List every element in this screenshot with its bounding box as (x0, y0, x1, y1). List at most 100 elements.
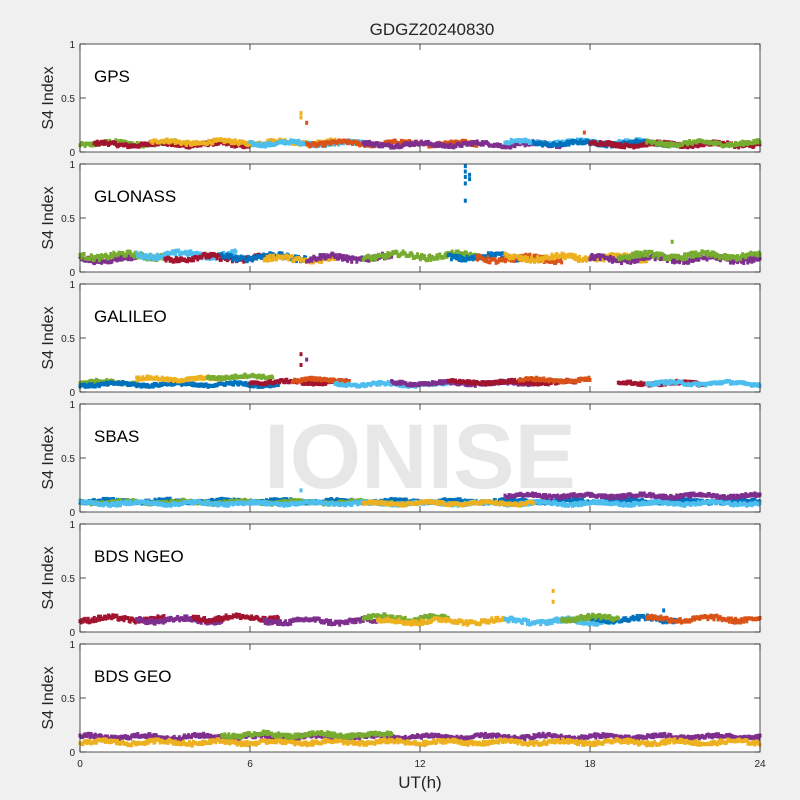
data-point (87, 382, 91, 387)
data-point (520, 258, 524, 263)
data-point (412, 142, 416, 147)
data-point (597, 142, 601, 147)
data-point (605, 140, 609, 145)
data-point (439, 381, 443, 386)
data-point-spike (299, 111, 303, 116)
y-tick-label: 1 (69, 160, 75, 171)
data-point (380, 141, 384, 146)
data-point (539, 140, 543, 145)
data-point (575, 255, 579, 260)
data-point (727, 379, 731, 384)
data-point (450, 249, 454, 254)
data-point (428, 253, 432, 258)
data-point (344, 257, 348, 262)
data-point (622, 140, 626, 145)
data-point (288, 141, 292, 146)
data-point (335, 380, 339, 385)
data-point (382, 255, 386, 260)
data-point-spike (468, 172, 472, 177)
data-point (436, 256, 440, 261)
data-point (125, 143, 129, 148)
data-point (309, 256, 313, 261)
data-point (271, 375, 275, 380)
data-point (540, 256, 544, 261)
data-point (696, 381, 700, 386)
data-point (270, 257, 274, 262)
data-point (444, 251, 448, 256)
data-point (236, 142, 240, 147)
data-point (624, 252, 628, 257)
data-point (535, 257, 539, 262)
y-axis-label: S4 Index (40, 186, 57, 249)
data-point (157, 497, 161, 502)
data-point (736, 499, 740, 504)
data-point (684, 140, 688, 145)
data-point (564, 142, 568, 147)
data-point (456, 253, 460, 258)
data-point (734, 254, 738, 259)
data-point (712, 250, 716, 255)
data-point (473, 143, 477, 148)
y-tick-label: 0.5 (61, 214, 75, 225)
data-point (567, 254, 571, 259)
data-point (339, 253, 343, 258)
data-point (146, 374, 150, 379)
data-point (400, 251, 404, 256)
data-point (627, 254, 631, 259)
data-point (602, 258, 606, 263)
data-point-spike (468, 177, 472, 182)
data-point (172, 379, 176, 384)
data-point (570, 255, 574, 260)
data-point (386, 251, 390, 256)
data-point (557, 142, 561, 147)
data-point (671, 257, 675, 262)
data-point (297, 138, 301, 143)
data-point (511, 256, 515, 261)
data-point (408, 143, 412, 148)
data-point (609, 143, 613, 148)
data-point (243, 256, 247, 261)
data-point (665, 257, 669, 262)
data-point (681, 257, 685, 262)
data-point (618, 144, 622, 149)
data-point (105, 253, 109, 258)
data-point (739, 256, 743, 261)
data-point (139, 250, 143, 255)
data-point (612, 252, 616, 257)
data-point (192, 258, 196, 263)
data-point (120, 382, 124, 387)
data-point (435, 253, 439, 258)
data-point (436, 141, 440, 146)
series-track (517, 375, 592, 385)
data-point (475, 253, 479, 258)
data-point (385, 139, 389, 144)
data-point (222, 250, 226, 255)
data-point (460, 251, 464, 256)
data-point (150, 143, 154, 148)
data-point (434, 256, 438, 261)
data-point (214, 254, 218, 259)
data-point (744, 255, 748, 260)
data-point (310, 258, 314, 263)
data-point (123, 256, 127, 261)
data-point (269, 137, 273, 142)
data-point (539, 258, 543, 263)
data-point (110, 259, 114, 264)
data-point (614, 144, 618, 149)
data-point (126, 257, 130, 262)
data-point (694, 250, 698, 255)
data-point (546, 259, 550, 264)
data-point (562, 252, 566, 257)
data-point-spike (463, 198, 467, 203)
data-point (685, 256, 689, 261)
data-point (135, 375, 139, 380)
data-point (260, 144, 264, 149)
data-point (623, 145, 627, 150)
data-point (211, 140, 215, 145)
data-point (385, 253, 389, 258)
data-point (198, 251, 202, 256)
data-point (476, 257, 480, 262)
data-point (597, 253, 601, 258)
data-point (475, 139, 479, 144)
data-point (549, 256, 553, 261)
